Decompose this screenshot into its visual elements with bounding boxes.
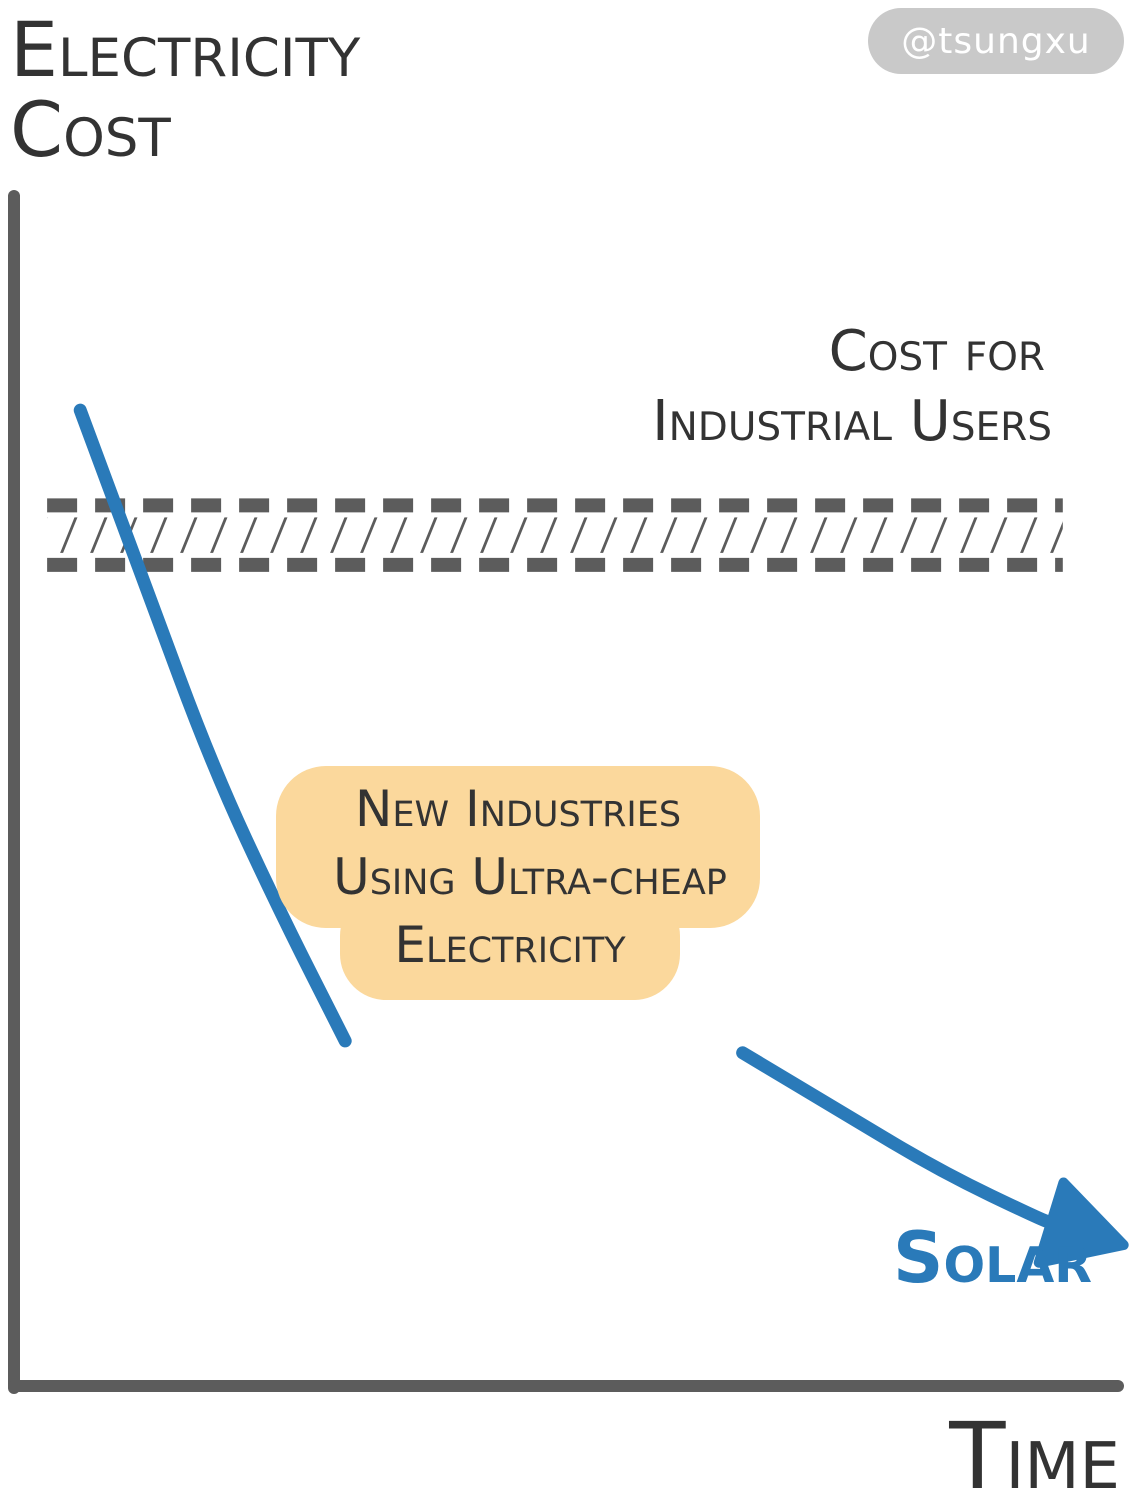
y-axis-label-line-2: Cost [10,85,171,174]
credit-text: @tsungxu [901,20,1091,62]
solar-arrow-head [1033,1177,1129,1268]
band-label-line-2: Industrial Users [652,389,1052,454]
band-hatch [47,517,1063,553]
series-label-solar: Solar [893,1217,1092,1299]
band-label-line-1: Cost for [829,319,1045,384]
industrial-cost-band [47,498,1063,572]
x-axis-label: Time [948,1403,1120,1500]
callout-background [276,766,760,928]
y-axis-label-line-1: Electricity [10,5,361,94]
callout-line-1: New Industries [355,780,681,838]
callout-line-2: Using Ultra-cheap [333,848,727,906]
callout-line-3: Electricity [394,916,626,974]
callout-background-lower [340,890,680,1000]
credit-badge: @tsungxu [868,8,1124,74]
solar-curve-segment-2 [736,1046,1058,1230]
callout-annotation: New Industries Using Ultra-cheap Electri… [276,766,760,1000]
solar-curve-segment-1 [73,403,352,1048]
